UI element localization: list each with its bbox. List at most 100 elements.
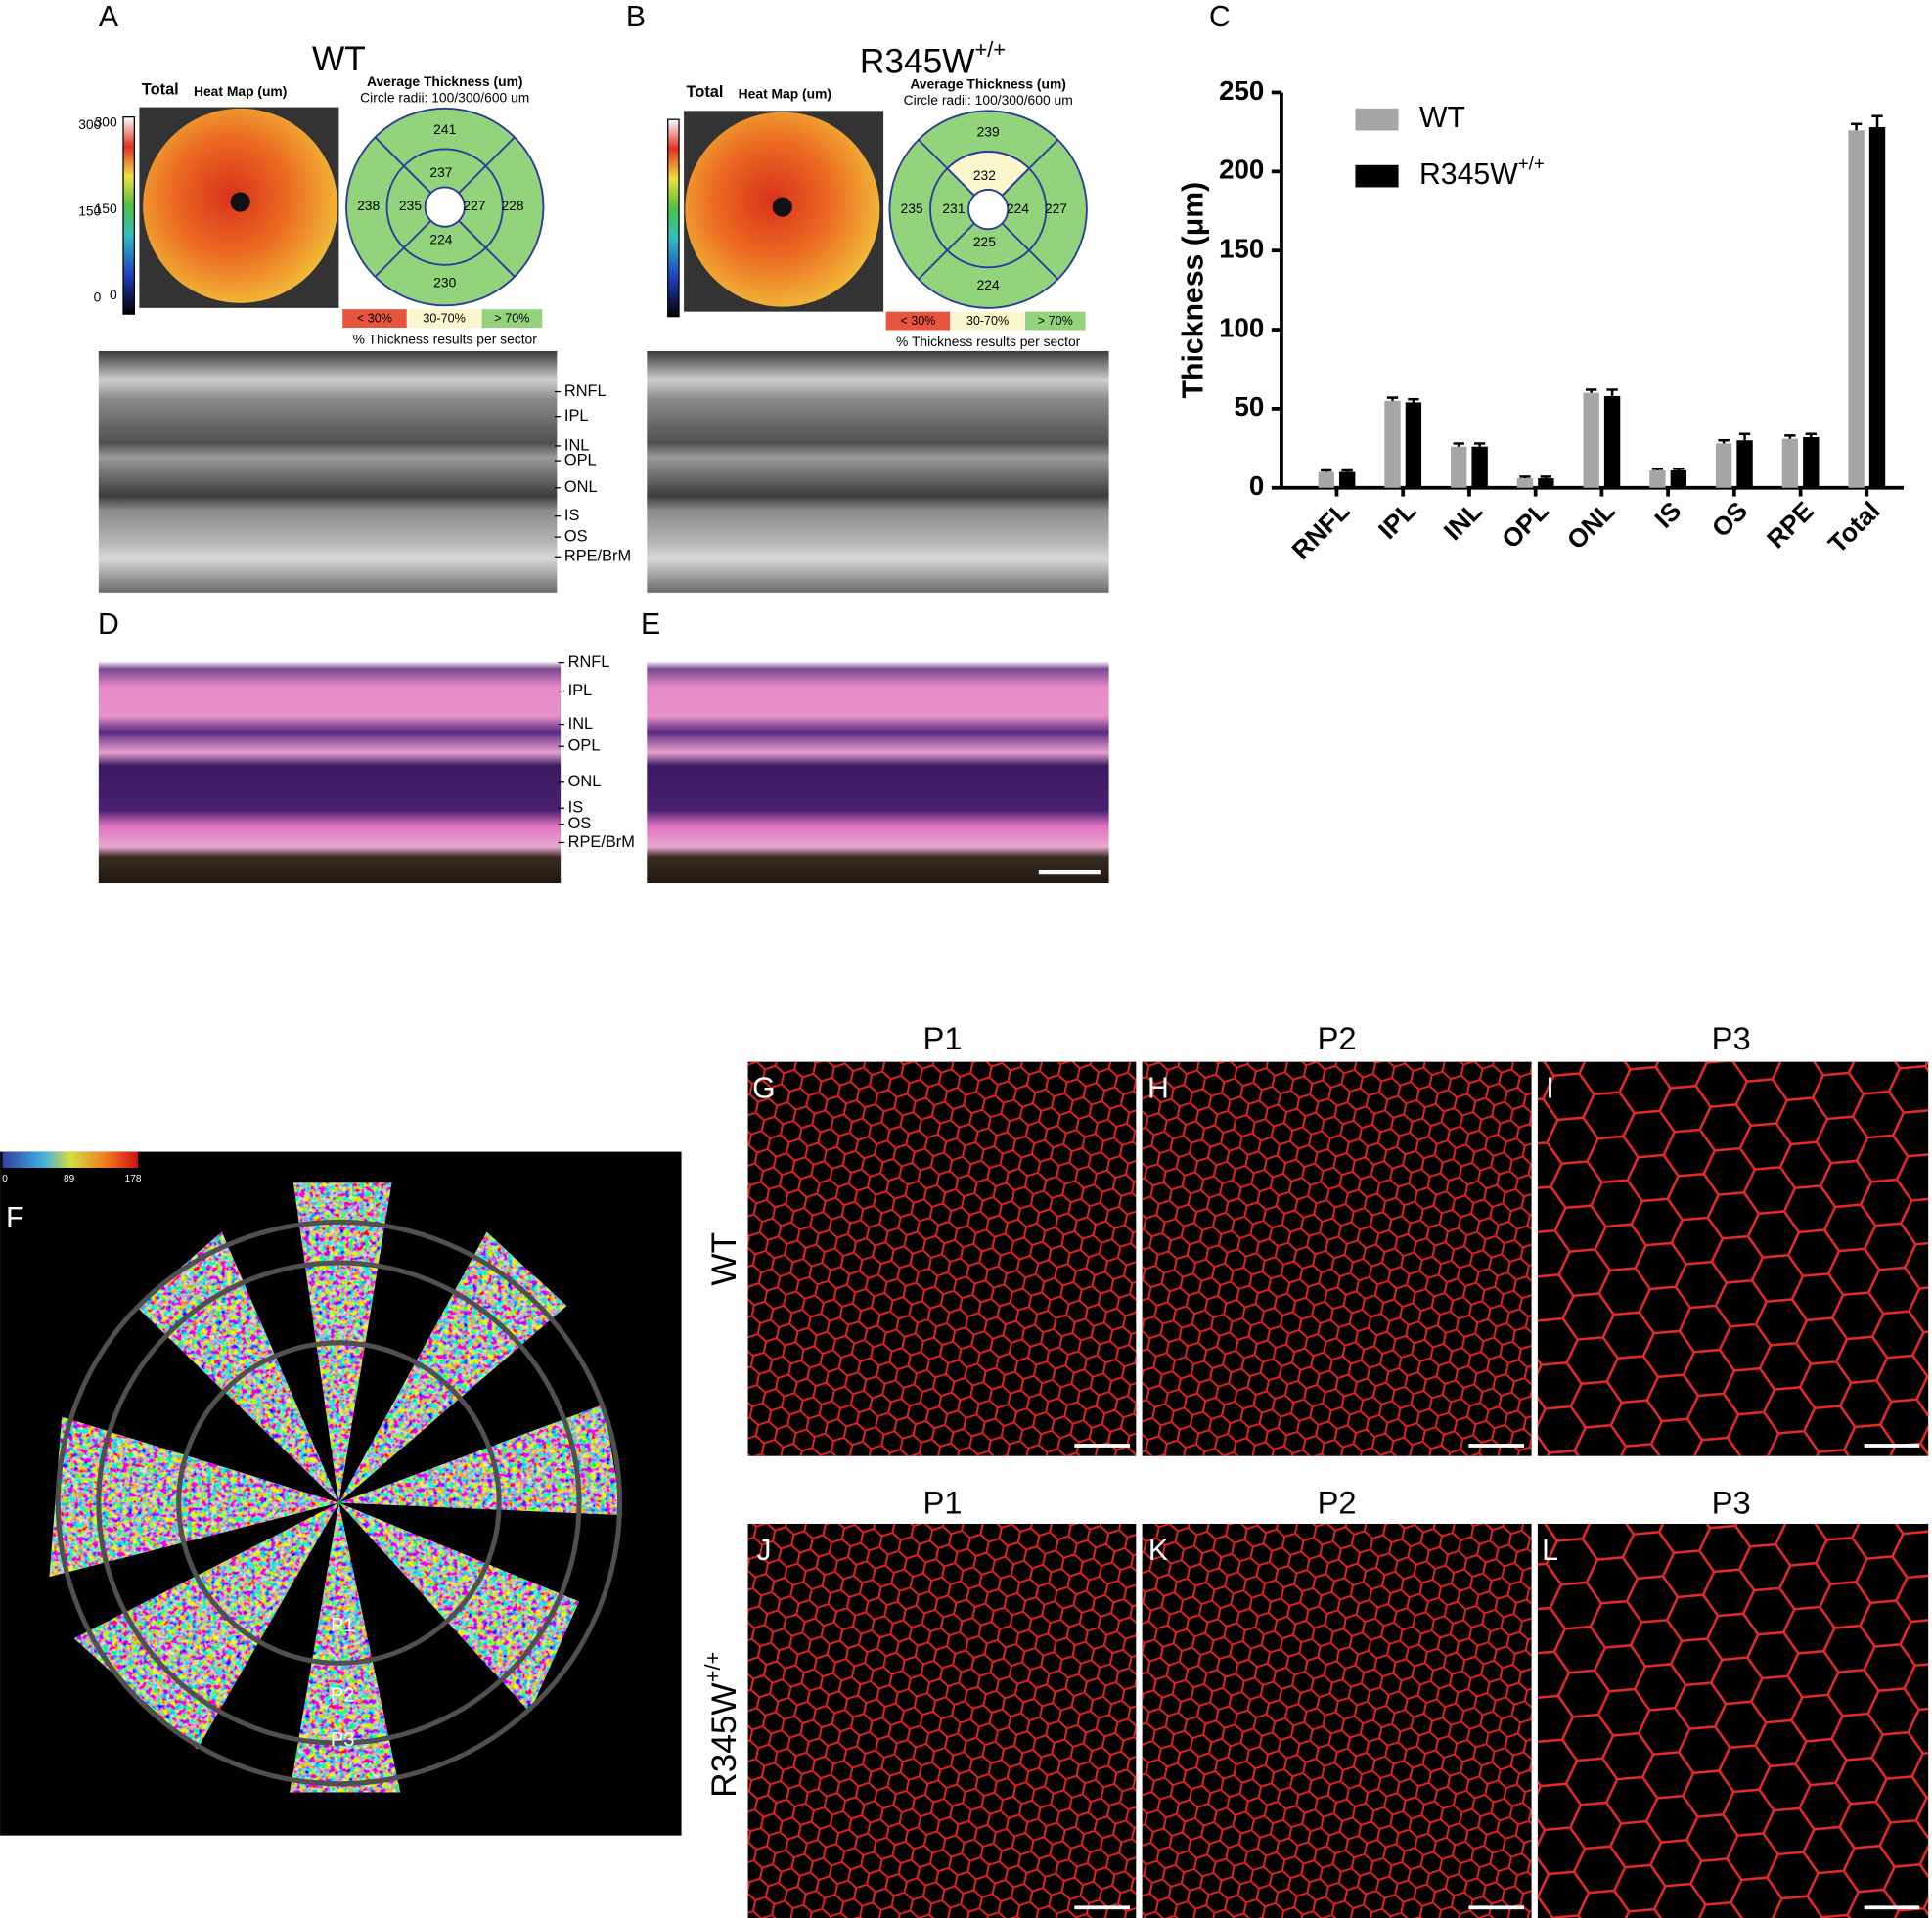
y-tick-label: 150 [1219,233,1264,263]
bar [1338,471,1356,488]
sector-value: 241 [433,121,456,137]
bar [1649,469,1666,488]
bar [1603,395,1621,488]
legend-label: 30-70% [966,314,1009,328]
y-tick-label: 0 [1249,470,1264,501]
panel-letter: K [1148,1535,1168,1567]
bar [1715,443,1732,488]
sector-divider [918,139,975,197]
region-label: P1 [331,1615,355,1636]
bar [1803,437,1820,488]
microscopy-grid [747,1061,1929,1918]
panel-letter: B [626,1,646,33]
bar [1384,400,1401,488]
legend-label: 30-70% [423,312,465,326]
layer-label: OPL [568,737,601,755]
legend-label: > 70% [494,312,529,326]
sector-divider [458,220,516,278]
row-label: WT [705,1232,743,1286]
sector-divider [1001,139,1059,197]
colorbar-tick-label: 0 [2,1174,8,1184]
x-tick-label: OS [1706,496,1753,543]
x-tick-label: ONL [1561,496,1621,556]
optic-nerve [772,197,792,217]
bar [1736,440,1753,488]
sector-value: 228 [501,198,523,213]
panel-letter: D [98,608,119,641]
micro-image [1142,1061,1532,1456]
row-label-main: WT [705,1232,743,1286]
heatmap-colorbar [667,118,680,318]
layer-label: RPE/BrM [564,548,631,565]
legend-swatch [1355,108,1399,131]
layer-label: ONL [564,478,598,496]
bar [1848,130,1865,488]
bar [1781,438,1799,488]
micro-image [1537,1061,1929,1456]
column-header: P1 [923,1020,963,1056]
bar [1868,127,1886,488]
panel-letter: A [99,1,119,33]
scale-bar [1468,1905,1525,1910]
panel-letter: F [6,1202,23,1234]
histology-image [647,622,1109,884]
panel-title: WT [312,40,366,78]
y-axis-label: Thickness (μm) [1178,182,1210,399]
sector-map-radii: Circle radii: 100/300/600 um [904,92,1073,108]
layer-label: RNFL [568,653,610,671]
heatmap-title: Heat Map (um) [739,86,831,102]
x-tick-label: RNFL [1286,496,1356,565]
x-tick-label: IS [1648,496,1686,534]
bar [1405,402,1422,488]
y-tick-label: 50 [1234,391,1264,422]
bar [1538,478,1554,488]
oct-scan [647,350,1109,593]
colorbar-tick-label: 178 [125,1174,142,1184]
bar [1583,392,1599,488]
legend-label-main: WT [1419,102,1465,134]
column-header: P2 [1318,1020,1357,1056]
optic-nerve [230,192,250,212]
y-tick-label: 200 [1219,155,1264,185]
colorbar-tick-label: 150 [78,202,101,218]
legend-box [407,309,481,329]
heatmap-colorbar [122,116,135,315]
legend-box [1024,311,1086,331]
region-label: P3 [331,1729,355,1751]
ring [96,1260,582,1746]
heatmap-title: Heat Map (um) [194,83,287,99]
sector-divider [458,136,516,195]
legend-box [481,309,543,329]
layer-label: RNFL [564,382,607,400]
legend-label-superscript: +/+ [1518,154,1545,174]
legend-label: R345W+/+ [1419,154,1545,192]
region-rings [55,1219,623,1787]
panel-title-main: WT [312,40,366,78]
sector-value: 225 [973,234,996,249]
bar [1670,469,1687,488]
panel-title: R345W+/+ [860,37,1006,81]
legend-caption: % Thickness results per sector [896,334,1081,349]
panel-letter: H [1147,1073,1169,1105]
bar [1318,471,1334,488]
layer-label: RPE/BrM [568,833,635,851]
ring [55,1219,623,1787]
heatmap-total-label: Total [687,83,724,101]
legend-box [885,311,951,331]
column-header: P2 [1318,1485,1357,1521]
colorbar-tick-label: 300 [78,116,101,132]
legend-box [342,309,407,329]
column-header: P3 [1712,1020,1751,1056]
x-tick-label: IPL [1372,496,1421,545]
layer-label: INL [568,715,593,733]
sector-value: 231 [942,201,965,216]
bar [1451,446,1467,488]
colorbar-tick-label: 300 [95,114,117,130]
sector-center [967,189,1010,231]
sector-value: 235 [901,201,923,216]
scale-bar [1038,870,1101,875]
legend-swatch [1355,164,1399,188]
panel-title-main: R345W [860,43,975,81]
